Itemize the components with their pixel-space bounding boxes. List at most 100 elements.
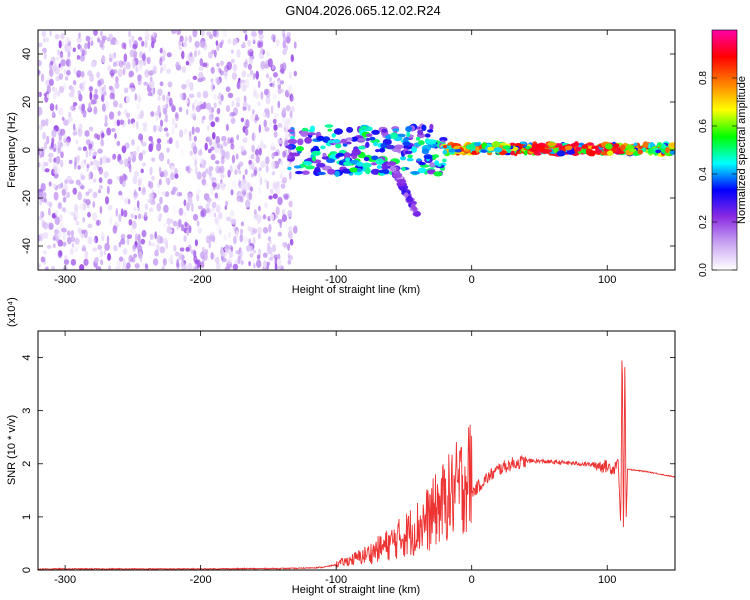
spectrogram-cell xyxy=(214,216,219,224)
spectrogram-cell xyxy=(171,117,176,126)
spectrogram-cell xyxy=(263,88,269,96)
spectrogram-cell xyxy=(54,56,61,61)
spectrogram-cell xyxy=(100,231,105,241)
spectrogram-cell xyxy=(194,263,198,268)
spectrogram-cell xyxy=(208,170,212,176)
spectrogram-cell xyxy=(253,228,258,234)
spectrogram-cell xyxy=(146,33,151,38)
spectrogram-cell xyxy=(242,41,246,48)
spectrogram-cell xyxy=(59,141,64,149)
spectrogram-cell xyxy=(87,223,93,229)
spectrogram-cell xyxy=(44,168,50,173)
spectrogram-cell xyxy=(289,110,293,119)
spectrogram-cell xyxy=(314,166,321,174)
spectrogram-cell xyxy=(406,131,411,138)
spectrogram-cell xyxy=(45,118,49,127)
spectrogram-cell xyxy=(66,70,71,76)
spectrogram-cell xyxy=(268,223,272,233)
spectrogram-cell xyxy=(171,30,177,35)
spectrogram-cell xyxy=(267,236,272,242)
spectrogram-cell xyxy=(68,159,73,164)
spectrogram-cell xyxy=(412,206,418,213)
spectrogram-cell xyxy=(253,166,258,175)
spectrogram-cell xyxy=(70,86,75,95)
spectrogram-cell xyxy=(129,49,134,58)
spectrogram-cell xyxy=(253,209,257,215)
spectrogram-cell xyxy=(113,244,118,252)
spectrogram-cell xyxy=(132,122,136,128)
spectrogram-cell xyxy=(179,247,185,252)
spectrogram-cell xyxy=(241,70,247,78)
spectrogram-cell xyxy=(97,80,102,87)
spectrogram-cell xyxy=(211,182,217,188)
spectrogram-cell xyxy=(174,173,179,179)
spectrogram-cell xyxy=(258,147,262,156)
spectrogram-cell xyxy=(46,85,51,94)
spectrogram-cell xyxy=(67,50,71,58)
spectrogram-cell xyxy=(183,211,187,217)
spectrogram-cell xyxy=(77,128,83,137)
spectrogram-cell xyxy=(130,213,134,219)
spectrogram-cell xyxy=(215,256,220,265)
spectrogram-cell xyxy=(79,83,83,90)
spectrogram-cell xyxy=(84,42,88,50)
spectrogram-cell xyxy=(278,139,284,144)
spectrogram-cell xyxy=(124,142,130,149)
spectrogram-cell xyxy=(263,144,267,149)
spectrogram-cell xyxy=(108,85,113,91)
spectrogram-cell xyxy=(141,53,146,62)
spectrogram-cell xyxy=(43,141,48,150)
spectrogram-cell xyxy=(172,186,177,195)
spectrogram-cell xyxy=(116,119,121,127)
spectrogram-cell xyxy=(230,117,236,124)
spectrogram-cell xyxy=(286,37,291,44)
spectrogram-cell xyxy=(107,252,111,261)
spectrogram-cell xyxy=(625,144,635,150)
spectrogram-cell xyxy=(238,169,242,175)
spectrogram-cell xyxy=(162,94,166,102)
spectrogram-cell xyxy=(221,182,224,187)
spectrogram-cell xyxy=(181,262,187,270)
spectrogram-cell xyxy=(224,205,227,210)
spectrogram-cell xyxy=(197,227,203,234)
spectrogram-cell xyxy=(226,61,232,71)
spectrogram-cell xyxy=(334,170,340,177)
spectrogram-cell xyxy=(269,120,274,128)
spectrogram-cell xyxy=(202,171,207,179)
spectrogram-cell xyxy=(75,179,81,186)
spectrogram-cell xyxy=(365,141,370,148)
spectrogram-cell xyxy=(232,63,238,72)
spectrogram-cell xyxy=(48,115,52,123)
spectrogram-cell xyxy=(266,180,270,190)
spectrogram-cell xyxy=(281,209,286,216)
spectrogram-cell xyxy=(218,212,223,220)
spectrogram-cell xyxy=(128,219,133,226)
spectrogram-cell xyxy=(174,111,179,119)
spectrogram-cell xyxy=(282,48,287,56)
spectrogram-cell xyxy=(265,88,271,98)
spectrogram-cell xyxy=(62,241,67,247)
spectrogram-cell xyxy=(210,252,214,260)
spectrogram-cell xyxy=(39,213,43,219)
spectrogram-cell xyxy=(206,208,210,214)
spectrogram-cell xyxy=(49,60,54,66)
spectrogram-cell xyxy=(268,256,274,261)
spectrogram-cell xyxy=(101,132,105,138)
spectrogram-cell xyxy=(218,100,222,105)
spectrogram-cell xyxy=(147,92,153,97)
spectrogram-cell xyxy=(289,238,294,246)
spectrogram-cell xyxy=(108,264,111,270)
spectrogram-cell xyxy=(107,65,112,72)
spectrogram-cell xyxy=(405,126,413,132)
spectrogram-cell xyxy=(277,253,281,261)
spectrogram-cell xyxy=(417,129,424,135)
spectrogram-cell xyxy=(94,235,99,244)
spectrogram-cell xyxy=(46,93,50,99)
spectrogram-cell xyxy=(247,49,250,56)
spectrogram-cell xyxy=(187,262,193,270)
spectrogram-cell xyxy=(215,135,220,145)
spectrogram-cell xyxy=(220,173,225,179)
spectrogram-cell xyxy=(286,31,292,38)
spectrogram-cell xyxy=(166,93,171,102)
spectrogram-cell xyxy=(282,40,287,49)
